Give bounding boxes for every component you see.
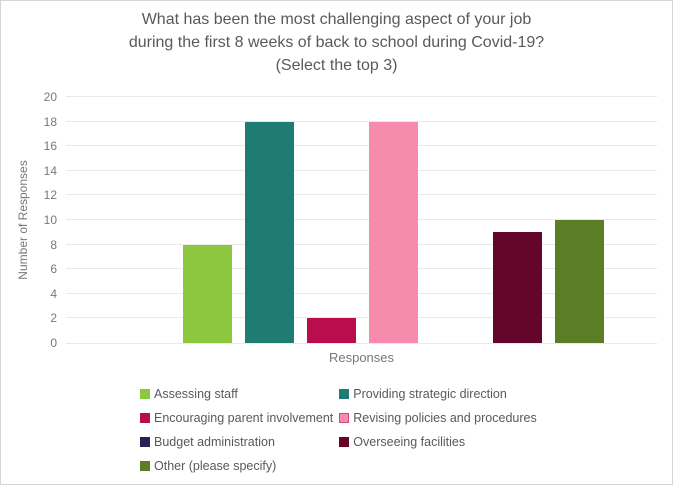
gridline-y-12 — [66, 194, 657, 196]
gridline-y-14 — [66, 169, 657, 171]
legend-item-budget-administration: Budget administration — [140, 433, 333, 450]
legend-swatch-icon — [140, 412, 150, 423]
gridline-y-8 — [66, 243, 657, 245]
legend-label: Budget administration — [154, 434, 275, 449]
y-tick-label-4: 4 — [50, 286, 57, 301]
gridline-y-16 — [66, 145, 657, 147]
bar-overseeing-facilities — [493, 232, 542, 343]
legend-swatch-icon — [339, 412, 350, 423]
bar-revising-policies-and-procedures — [369, 121, 418, 343]
y-tick-label-10: 10 — [43, 213, 57, 227]
legend-swatch-icon — [140, 460, 150, 471]
legend-swatch-icon — [140, 436, 150, 447]
chart-legend: Assessing staff Providing strategic direc… — [140, 385, 537, 474]
bar-encouraging-parent-involvement — [307, 318, 356, 343]
gridline-y-10 — [66, 219, 657, 220]
legend-swatch-icon — [140, 388, 150, 399]
y-tick-label-16: 16 — [43, 139, 57, 154]
bar-assessing-staff — [183, 244, 232, 343]
legend-swatch-icon — [339, 388, 350, 399]
chart-title-line-3: (Select the top 3) — [275, 57, 398, 74]
legend-item-encouraging-parent-involvement: Encouraging parent involvement — [140, 409, 333, 426]
bar-providing-strategic-direction — [245, 121, 294, 343]
legend-item-overseeing-facilities: Overseeing facilities — [339, 433, 536, 450]
y-tick-label-2: 2 — [50, 311, 57, 326]
legend-item-revising-policies-and-procedures: Revising policies and procedures — [339, 409, 537, 426]
gridline-y-6 — [66, 268, 657, 270]
y-tick-label-18: 18 — [43, 114, 57, 129]
legend-item-other-please-specify: Other (please specify) — [140, 457, 333, 474]
gridline-y-0 — [66, 343, 657, 344]
gridline-y-4 — [66, 292, 657, 294]
legend-label: Providing strategic direction — [353, 386, 507, 401]
y-tick-label-12: 12 — [43, 188, 57, 203]
legend-item-providing-strategic-direction: Providing strategic direction — [339, 385, 536, 402]
legend-label: Revising policies and procedures — [353, 410, 537, 425]
chart-title: What has been the most challenging aspec… — [1, 8, 672, 77]
y-tick-label-0: 0 — [50, 336, 57, 350]
y-tick-label-6: 6 — [50, 262, 57, 277]
gridline-y-20 — [66, 96, 657, 97]
chart-title-line-1: What has been the most challenging aspec… — [141, 11, 532, 28]
gridline-y-2 — [66, 317, 657, 319]
legend-item-assessing-staff: Assessing staff — [140, 385, 333, 402]
x-axis-title: Responses — [328, 350, 395, 365]
chart-title-line-2: during the first 8 weeks of back to scho… — [128, 34, 545, 51]
legend-swatch-icon — [339, 436, 350, 447]
legend-label: Assessing staff — [154, 386, 238, 401]
legend-label: Other (please specify) — [154, 458, 277, 473]
y-tick-label-20: 20 — [43, 90, 57, 104]
y-tick-label-8: 8 — [50, 237, 57, 252]
bar-other-please-specify — [555, 220, 604, 343]
legend-label: Encouraging parent involvement — [154, 410, 334, 425]
plot-area — [66, 96, 657, 344]
legend-label: Overseeing facilities — [353, 434, 466, 449]
gridline-y-18 — [66, 120, 657, 122]
y-tick-label-14: 14 — [43, 163, 57, 178]
